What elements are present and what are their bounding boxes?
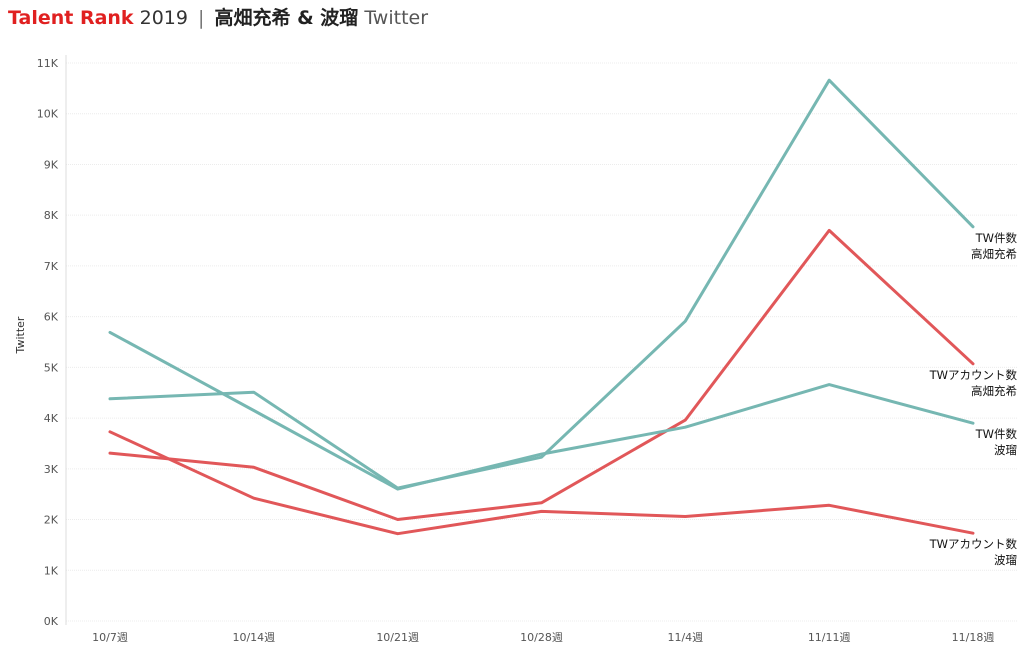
x-axis: 10/7週 10/14週 10/21週 10/28週 11/4週 11/11週 11/18週 (92, 631, 994, 644)
y-tick-label: 10K (37, 108, 59, 121)
series-end-label-line: 高畑充希 (971, 247, 1017, 261)
series-end-label-1: TW件数高畑充希 (971, 231, 1017, 261)
y-tick-label: 3K (44, 463, 59, 476)
title-brand: Talent Rank (8, 7, 134, 29)
y-tick-label: 6K (44, 311, 59, 324)
series-end-label-line: TWアカウント数 (929, 537, 1018, 551)
series-end-label-line: TWアカウント数 (929, 368, 1018, 382)
y-tick-label: 0K (44, 615, 59, 628)
x-tick-label: 11/4週 (667, 631, 703, 644)
y-tick-label: 5K (44, 361, 59, 374)
series-end-label-line: TW件数 (975, 427, 1018, 441)
y-tick-label: 1K (44, 564, 59, 577)
series-line-4 (108, 430, 975, 536)
series-line-1 (108, 78, 975, 490)
series-end-label-line: 波瑠 (994, 443, 1017, 457)
x-tick-label: 10/28週 (520, 631, 563, 644)
gridlines (66, 62, 1018, 622)
title-year: 2019 (139, 7, 188, 29)
y-axis: 0K 1K 2K 3K 4K 5K 6K 7K 8K 9K 10K 11K (37, 55, 67, 628)
y-tick-label: 8K (44, 209, 59, 222)
y-tick-label: 7K (44, 260, 59, 273)
y-tick-label: 9K (44, 158, 59, 171)
series-end-label-4: TWアカウント数波瑠 (929, 537, 1018, 567)
series-end-label-line: TW件数 (975, 231, 1018, 245)
x-tick-label: 11/11週 (808, 631, 851, 644)
x-tick-label: 10/21週 (376, 631, 419, 644)
title-platform: Twitter (364, 7, 429, 29)
series-end-label-line: 高畑充希 (971, 384, 1017, 398)
title-names: 高畑充希 & 波瑠 (214, 7, 359, 29)
x-tick-label: 11/18週 (952, 631, 995, 644)
y-tick-label: 11K (37, 57, 59, 70)
title-separator: | (198, 7, 205, 29)
series-end-label-3: TW件数波瑠 (975, 427, 1018, 457)
series (108, 78, 975, 536)
series-end-label-2: TWアカウント数高畑充希 (929, 368, 1018, 398)
x-tick-label: 10/7週 (92, 631, 128, 644)
y-tick-label: 4K (44, 412, 59, 425)
series-end-label-line: 波瑠 (994, 553, 1017, 567)
y-axis-title: Twitter (14, 316, 27, 354)
series-line-3 (108, 330, 975, 491)
series-line-2 (108, 228, 975, 521)
x-tick-label: 10/14週 (232, 631, 275, 644)
chart-title: Talent Rank 2019 | 高畑充希 & 波瑠 Twitter (8, 4, 428, 32)
y-tick-label: 2K (44, 514, 59, 527)
